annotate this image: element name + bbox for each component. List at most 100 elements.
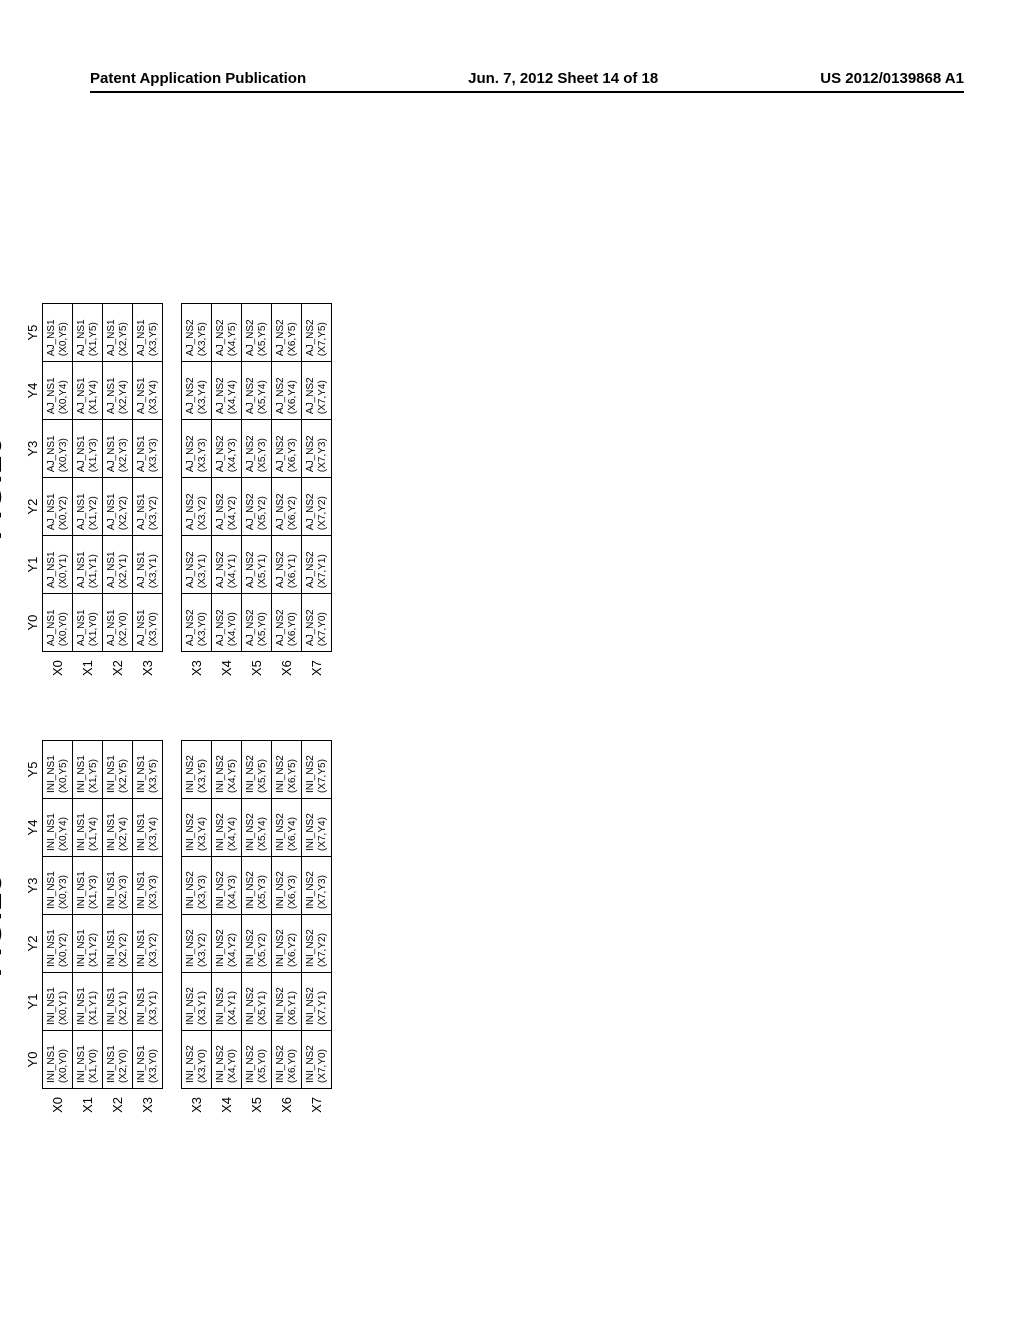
data-cell: AJ_NS2(X4,Y2) <box>212 478 242 536</box>
cell-coord: (X6,Y4) <box>287 367 299 414</box>
data-cell: INI_NS2(X6,Y2) <box>272 915 302 973</box>
cell-coord: (X0,Y4) <box>58 367 70 414</box>
data-cell: INI_NS1(X3,Y2) <box>133 915 163 973</box>
cell-prefix: INI_NS1 <box>106 746 118 793</box>
cell-prefix: AJ_NS1 <box>76 425 88 472</box>
cell-prefix: INI_NS2 <box>275 746 287 793</box>
cell-prefix: INI_NS2 <box>275 862 287 909</box>
cell-coord: (X6,Y0) <box>287 1036 299 1083</box>
data-cell: AJ_NS1(X1,Y0) <box>73 594 103 652</box>
cell-prefix: INI_NS1 <box>106 1036 118 1083</box>
cell-coord: (X0,Y4) <box>58 804 70 851</box>
cell-coord: (X4,Y4) <box>227 367 239 414</box>
cell-prefix: AJ_NS1 <box>106 483 118 530</box>
cell-coord: (X4,Y4) <box>227 804 239 851</box>
col-header: Y0 <box>23 594 43 652</box>
cell-coord: (X6,Y5) <box>287 746 299 793</box>
cell-coord: (X3,Y3) <box>148 862 160 909</box>
row-header: X7 <box>302 1089 332 1117</box>
data-cell: INI_NS2(X4,Y2) <box>212 915 242 973</box>
row-header: X6 <box>272 1089 302 1117</box>
cell-prefix: INI_NS2 <box>245 746 257 793</box>
cell-prefix: INI_NS1 <box>136 746 148 793</box>
data-cell: AJ_NS1(X2,Y1) <box>103 536 133 594</box>
cell-prefix: AJ_NS1 <box>136 541 148 588</box>
cell-coord: (X3,Y2) <box>197 483 209 530</box>
cell-prefix: INI_NS2 <box>215 1036 227 1083</box>
cell-coord: (X5,Y2) <box>257 920 269 967</box>
data-cell: INI_NS1(X0,Y1) <box>43 973 73 1031</box>
data-cell: INI_NS2(X5,Y1) <box>242 973 272 1031</box>
cell-coord: (X3,Y5) <box>148 309 160 356</box>
cell-prefix: INI_NS1 <box>106 920 118 967</box>
cell-coord: (X0,Y1) <box>58 541 70 588</box>
data-cell: AJ_NS1(X0,Y0) <box>43 594 73 652</box>
cell-prefix: INI_NS2 <box>215 804 227 851</box>
cell-prefix: INI_NS1 <box>76 862 88 909</box>
data-cell: AJ_NS2(X6,Y1) <box>272 536 302 594</box>
cell-prefix: AJ_NS1 <box>76 483 88 530</box>
col-header: Y3 <box>23 420 43 478</box>
cell-coord: (X3,Y4) <box>197 804 209 851</box>
cell-prefix: AJ_NS2 <box>215 541 227 588</box>
data-cell: AJ_NS2(X5,Y1) <box>242 536 272 594</box>
data-cell: INI_NS2(X5,Y3) <box>242 857 272 915</box>
col-header: Y4 <box>23 799 43 857</box>
data-cell: AJ_NS2(X3,Y2) <box>182 478 212 536</box>
row-header: X5 <box>242 652 272 680</box>
cell-coord: (X1,Y4) <box>88 367 100 414</box>
cell-coord: (X1,Y0) <box>88 599 100 646</box>
cell-prefix: INI_NS2 <box>275 978 287 1025</box>
cell-prefix: AJ_NS1 <box>106 541 118 588</box>
cell-coord: (X7,Y5) <box>317 309 329 356</box>
cell-coord: (X4,Y1) <box>227 978 239 1025</box>
cell-prefix: AJ_NS2 <box>305 541 317 588</box>
page-header: Patent Application Publication Jun. 7, 2… <box>90 70 964 93</box>
col-header: Y2 <box>23 478 43 536</box>
cell-coord: (X2,Y2) <box>118 483 130 530</box>
col-header: Y5 <box>23 741 43 799</box>
cell-coord: (X4,Y0) <box>227 1036 239 1083</box>
cell-coord: (X0,Y0) <box>58 599 70 646</box>
cell-prefix: AJ_NS2 <box>245 541 257 588</box>
cell-prefix: AJ_NS2 <box>305 483 317 530</box>
data-cell: AJ_NS2(X7,Y3) <box>302 420 332 478</box>
data-cell: AJ_NS1(X0,Y2) <box>43 478 73 536</box>
cell-prefix: INI_NS1 <box>136 804 148 851</box>
cell-coord: (X2,Y2) <box>118 920 130 967</box>
data-cell: INI_NS2(X3,Y2) <box>182 915 212 973</box>
data-cell: INI_NS1(X1,Y4) <box>73 799 103 857</box>
row-header: X4 <box>212 1089 242 1117</box>
cell-coord: (X5,Y0) <box>257 599 269 646</box>
cell-prefix: AJ_NS2 <box>215 425 227 472</box>
cell-prefix: AJ_NS1 <box>46 483 58 530</box>
cell-coord: (X4,Y5) <box>227 309 239 356</box>
data-cell: AJ_NS2(X6,Y0) <box>272 594 302 652</box>
cell-prefix: INI_NS2 <box>215 746 227 793</box>
cell-coord: (X3,Y0) <box>197 599 209 646</box>
col-header: Y1 <box>23 973 43 1031</box>
cell-prefix: INI_NS2 <box>185 920 197 967</box>
data-cell: INI_NS2(X3,Y3) <box>182 857 212 915</box>
cell-coord: (X1,Y3) <box>88 425 100 472</box>
data-cell: INI_NS2(X3,Y1) <box>182 973 212 1031</box>
cell-coord: (X3,Y2) <box>148 483 160 530</box>
data-cell: INI_NS2(X7,Y2) <box>302 915 332 973</box>
data-cell: INI_NS1(X0,Y5) <box>43 741 73 799</box>
cell-prefix: AJ_NS1 <box>76 599 88 646</box>
cell-coord: (X0,Y5) <box>58 309 70 356</box>
data-cell: AJ_NS2(X4,Y1) <box>212 536 242 594</box>
cell-coord: (X6,Y3) <box>287 425 299 472</box>
data-cell: INI_NS1(X3,Y1) <box>133 973 163 1031</box>
cell-coord: (X7,Y4) <box>317 804 329 851</box>
cell-coord: (X1,Y1) <box>88 541 100 588</box>
cell-coord: (X3,Y5) <box>148 746 160 793</box>
cell-coord: (X0,Y2) <box>58 483 70 530</box>
cell-coord: (X5,Y2) <box>257 483 269 530</box>
data-cell: AJ_NS2(X5,Y2) <box>242 478 272 536</box>
data-cell: AJ_NS1(X1,Y5) <box>73 304 103 362</box>
cell-prefix: AJ_NS1 <box>136 309 148 356</box>
cell-prefix: INI_NS1 <box>46 978 58 1025</box>
cell-prefix: INI_NS2 <box>305 862 317 909</box>
cell-prefix: INI_NS2 <box>185 746 197 793</box>
